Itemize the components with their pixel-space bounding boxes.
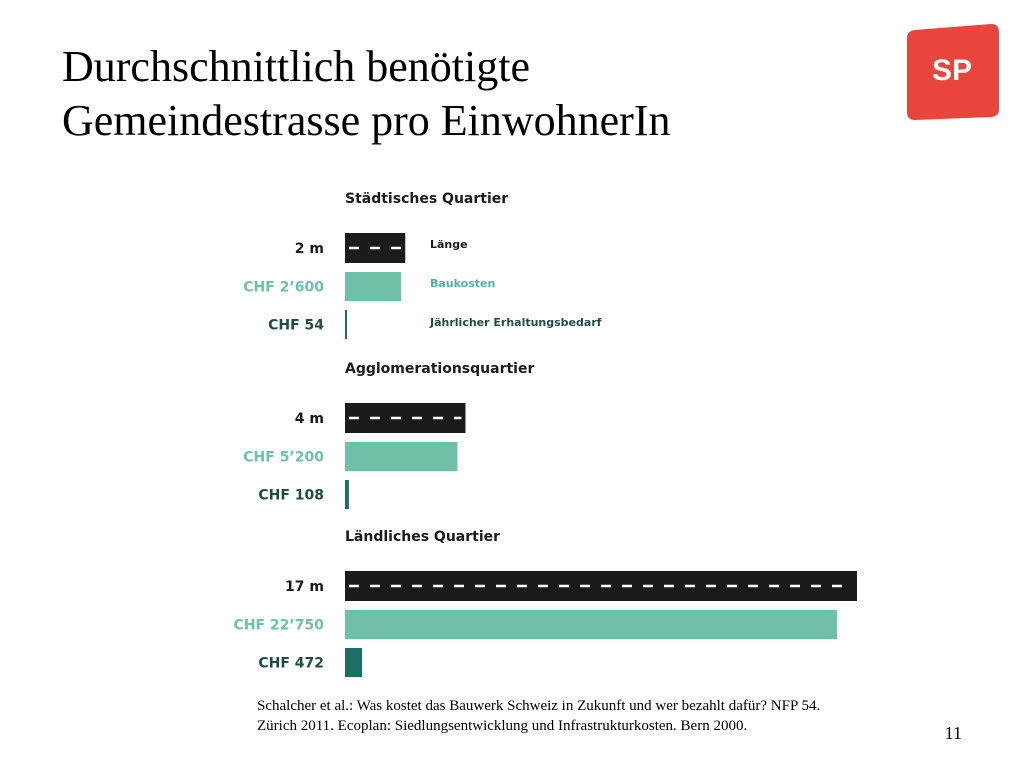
value-label-erhaltung: CHF 108 [258, 488, 324, 504]
slide-title-line: Gemeindestrasse pro EinwohnerIn [62, 96, 671, 145]
legend-item-length: Länge [430, 238, 468, 251]
chart-legend: Länge Baukosten Jährlicher Erhaltungsbedar… [429, 238, 602, 329]
slide-title-line: Durchschnittlich benötigte [62, 42, 530, 91]
sp-logo-text: SP [932, 54, 972, 87]
legend-item-erhaltung: Jährlicher Erhaltungsbedarf [429, 316, 602, 329]
bar-baukosten [345, 610, 837, 639]
value-label-length: 2 m [295, 241, 324, 257]
bar-erhaltung [345, 648, 362, 677]
bar-erhaltung [345, 480, 349, 509]
value-label-erhaltung: CHF 54 [268, 318, 324, 334]
value-label-baukosten: CHF 5’200 [243, 450, 324, 466]
bar-baukosten [345, 442, 458, 471]
group-title: Agglomerationsquartier [345, 361, 534, 377]
slide-title: Durchschnittlich benötigte Gemeindestras… [62, 40, 862, 148]
source-line: Zürich 2011. Ecoplan: Siedlungsentwicklu… [257, 718, 748, 734]
value-label-baukosten: CHF 22’750 [234, 618, 325, 634]
chart-groups: Städtisches Quartier 2 m CHF 2’600 CHF 54 Ag… [234, 191, 857, 677]
value-label-baukosten: CHF 2’600 [243, 280, 324, 296]
source-line: Schalcher et al.: Was kostet das Bauwerk… [257, 698, 821, 714]
value-label-length: 4 m [295, 411, 324, 427]
chart-group: Ländliches Quartier 17 m CHF 22’750 CHF 472 [234, 529, 857, 677]
value-label-length: 17 m [285, 579, 324, 595]
bar-baukosten [345, 272, 402, 301]
chart-group: Städtisches Quartier 2 m CHF 2’600 CHF 54 [243, 191, 508, 339]
bar-length [345, 403, 466, 433]
value-label-erhaltung: CHF 472 [258, 656, 324, 672]
group-title: Städtisches Quartier [345, 191, 508, 207]
sp-logo: SP [907, 24, 999, 120]
sp-logo-shape [907, 24, 999, 120]
group-title: Ländliches Quartier [345, 529, 500, 545]
page-number: 11 [944, 723, 962, 743]
bar-erhaltung [345, 310, 347, 339]
legend-item-baukosten: Baukosten [430, 277, 495, 290]
chart-group: Agglomerationsquartier 4 m CHF 5’200 CHF 10… [243, 361, 534, 509]
source-note: Schalcher et al.: Was kostet das Bauwerk… [257, 696, 937, 736]
